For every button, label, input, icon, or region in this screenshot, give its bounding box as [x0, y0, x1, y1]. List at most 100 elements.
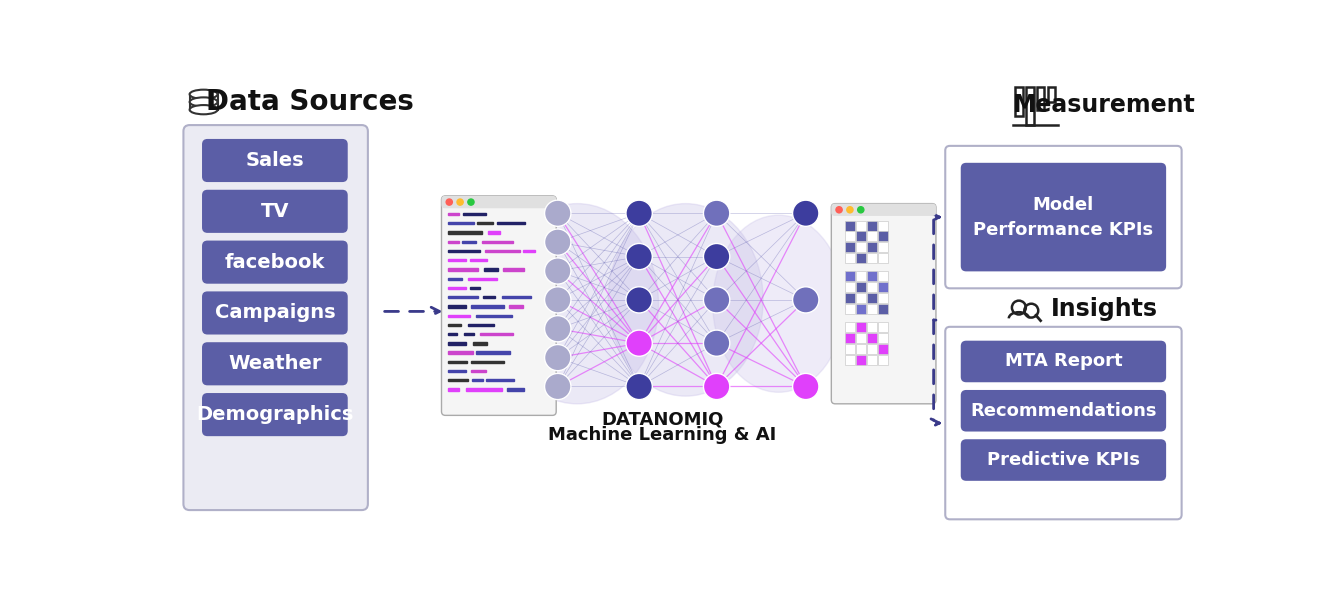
- Bar: [1016, 87, 1022, 116]
- Bar: [507, 388, 523, 391]
- Bar: [878, 293, 888, 303]
- Circle shape: [457, 199, 463, 205]
- Bar: [447, 296, 478, 298]
- Bar: [447, 379, 469, 382]
- FancyBboxPatch shape: [945, 146, 1182, 288]
- Circle shape: [704, 330, 729, 356]
- Ellipse shape: [608, 204, 763, 396]
- Bar: [878, 333, 888, 343]
- Bar: [878, 344, 888, 354]
- Bar: [465, 333, 474, 335]
- Bar: [1037, 87, 1045, 110]
- Text: TV: TV: [261, 202, 289, 221]
- Circle shape: [836, 207, 843, 213]
- Circle shape: [544, 373, 571, 399]
- Ellipse shape: [712, 215, 844, 392]
- Text: Campaigns: Campaigns: [214, 304, 335, 322]
- Bar: [878, 304, 888, 314]
- Bar: [878, 322, 888, 332]
- Text: DATANOMIQ: DATANOMIQ: [602, 410, 724, 428]
- Bar: [447, 250, 480, 252]
- Bar: [878, 355, 888, 365]
- Bar: [856, 293, 866, 303]
- Circle shape: [704, 200, 729, 226]
- Bar: [845, 355, 856, 365]
- Bar: [484, 268, 498, 271]
- Ellipse shape: [189, 105, 217, 115]
- Bar: [856, 282, 866, 292]
- Bar: [471, 305, 503, 308]
- Bar: [447, 361, 467, 363]
- FancyBboxPatch shape: [961, 163, 1166, 271]
- Bar: [447, 315, 470, 317]
- FancyBboxPatch shape: [202, 241, 347, 284]
- Bar: [471, 379, 483, 382]
- Bar: [866, 221, 877, 230]
- Bar: [845, 242, 856, 252]
- Bar: [856, 221, 866, 230]
- FancyBboxPatch shape: [202, 190, 347, 233]
- Circle shape: [792, 373, 819, 399]
- Bar: [475, 315, 512, 317]
- Bar: [447, 213, 459, 215]
- Circle shape: [626, 373, 652, 399]
- Bar: [447, 241, 459, 243]
- Bar: [856, 231, 866, 241]
- Bar: [471, 370, 486, 372]
- Circle shape: [544, 258, 571, 284]
- Bar: [866, 271, 877, 281]
- Bar: [483, 296, 495, 298]
- Circle shape: [626, 330, 652, 356]
- Bar: [508, 305, 523, 308]
- Bar: [845, 221, 856, 230]
- Circle shape: [544, 287, 571, 313]
- Ellipse shape: [495, 204, 659, 404]
- Bar: [447, 231, 482, 234]
- Circle shape: [626, 200, 652, 226]
- FancyBboxPatch shape: [184, 125, 367, 510]
- FancyBboxPatch shape: [961, 390, 1166, 431]
- Bar: [503, 268, 524, 271]
- Bar: [856, 242, 866, 252]
- Circle shape: [544, 200, 571, 226]
- Bar: [866, 304, 877, 314]
- Bar: [463, 213, 486, 215]
- Bar: [856, 253, 866, 263]
- Bar: [856, 304, 866, 314]
- Bar: [502, 296, 531, 298]
- Bar: [878, 242, 888, 252]
- FancyBboxPatch shape: [945, 327, 1182, 519]
- Bar: [845, 304, 856, 314]
- FancyBboxPatch shape: [961, 439, 1166, 481]
- Text: Predictive KPIs: Predictive KPIs: [988, 451, 1139, 469]
- Text: Weather: Weather: [228, 355, 322, 373]
- Bar: [866, 333, 877, 343]
- FancyBboxPatch shape: [832, 204, 936, 404]
- Bar: [476, 222, 494, 224]
- Bar: [866, 242, 877, 252]
- Text: Measurement: Measurement: [1013, 93, 1195, 117]
- Circle shape: [704, 287, 729, 313]
- Bar: [447, 222, 474, 224]
- Bar: [878, 231, 888, 241]
- Bar: [866, 282, 877, 292]
- Bar: [484, 250, 520, 252]
- Bar: [866, 355, 877, 365]
- Bar: [856, 271, 866, 281]
- Bar: [866, 253, 877, 263]
- Bar: [469, 278, 496, 280]
- Bar: [856, 355, 866, 365]
- Bar: [856, 322, 866, 332]
- Circle shape: [792, 287, 819, 313]
- FancyBboxPatch shape: [442, 196, 556, 208]
- Bar: [845, 231, 856, 241]
- Bar: [856, 333, 866, 343]
- Ellipse shape: [189, 98, 217, 107]
- Bar: [845, 344, 856, 354]
- FancyBboxPatch shape: [832, 204, 936, 216]
- Bar: [856, 344, 866, 354]
- Circle shape: [544, 316, 571, 342]
- Circle shape: [626, 244, 652, 270]
- Text: Machine Learning & AI: Machine Learning & AI: [548, 425, 776, 444]
- Circle shape: [857, 207, 864, 213]
